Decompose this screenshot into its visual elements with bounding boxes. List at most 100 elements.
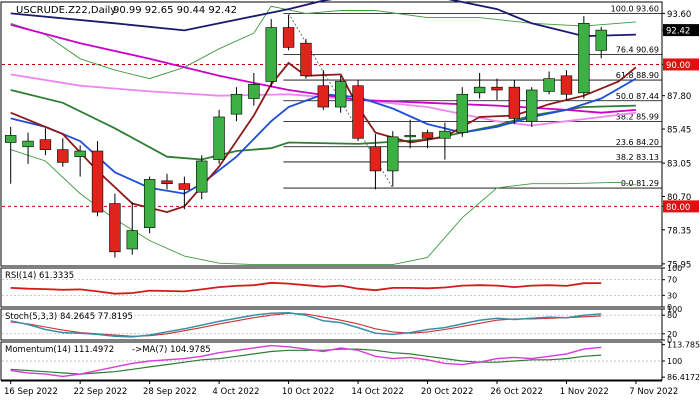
fib-level-label: 50.0 87.44 xyxy=(616,92,659,101)
candle-up xyxy=(578,22,590,94)
x-tick-label: 22 Sep 2022 xyxy=(73,387,127,397)
momentum-panel: 113.785 100 86.4172 Momentum(14) 111.4972 ->… xyxy=(0,341,700,382)
x-tick-label: 4 Oct 2022 xyxy=(212,387,259,397)
momentum-tick-label: 113.785 xyxy=(667,341,700,350)
rsi-frame xyxy=(0,267,663,308)
candle-down xyxy=(300,42,312,77)
price-tick-label: 75.95 xyxy=(667,260,691,270)
x-tick-label: 28 Sep 2022 xyxy=(143,387,197,397)
price-tick-label: 80.70 xyxy=(667,193,691,203)
candle-down xyxy=(57,149,69,163)
fib-level-label: 38.2 83.13 xyxy=(616,153,659,162)
ma-pink xyxy=(10,73,637,127)
momentum-line xyxy=(10,344,602,378)
candle-down xyxy=(178,183,191,190)
level-price-box xyxy=(663,58,699,71)
momentum-ma-label: ->MA(7) 104.9785 xyxy=(132,345,211,355)
candle-down xyxy=(491,86,503,91)
candle-up xyxy=(404,135,416,138)
stoch-frame xyxy=(0,308,663,341)
momentum-ma-line xyxy=(10,348,602,375)
candle-down xyxy=(421,132,434,139)
stoch-signal-line xyxy=(10,312,602,337)
price-tick-label: 93.60 xyxy=(667,10,691,20)
ma-navy xyxy=(10,0,636,38)
price-tick-label: 83.05 xyxy=(667,160,691,170)
candle-up xyxy=(456,93,468,133)
candle-down xyxy=(161,180,173,184)
price-tick-label: 87.80 xyxy=(667,92,691,102)
momentum-label: Momentum(14) 111.4972 xyxy=(5,345,114,355)
stoch-tick-label: 20 xyxy=(667,330,677,339)
candle-down xyxy=(282,27,295,48)
candle-up xyxy=(526,89,538,122)
candle-down xyxy=(109,203,121,253)
momentum-tick-label: 86.4172 xyxy=(667,373,700,382)
rsi-tick-label: 100 xyxy=(667,264,682,273)
candle-up xyxy=(473,86,486,94)
momentum-tick-label: 100 xyxy=(667,357,682,366)
fib-level-label: 100.0 93.60 xyxy=(611,4,659,13)
rsi-panel: 100 70 30 0 RSI(14) 61.3335 xyxy=(0,264,682,312)
fib-level-label: 0.0 81.29 xyxy=(621,179,659,188)
candle-up xyxy=(22,140,34,148)
level-price-label: 90.00 xyxy=(666,61,690,71)
candle-down xyxy=(91,150,104,213)
fib-level-label: 23.6 84.20 xyxy=(616,138,659,147)
x-tick-label: 14 Oct 2022 xyxy=(351,387,404,397)
candle-up xyxy=(543,78,555,92)
candle-down xyxy=(352,85,364,139)
candle-up xyxy=(334,81,347,108)
candle-up xyxy=(74,150,86,158)
level-price-box xyxy=(663,200,699,213)
price-frame xyxy=(0,1,663,267)
candle-up xyxy=(265,27,277,82)
fib-level-label: 61.8 88.90 xyxy=(616,71,659,80)
candle-up xyxy=(143,179,156,228)
ma-blue xyxy=(10,77,637,195)
fib-level-label: 38.2 85.99 xyxy=(616,112,659,121)
rsi-label: RSI(14) 61.3335 xyxy=(5,271,74,281)
candle-up xyxy=(5,135,17,143)
x-tick-label: 16 Sep 2022 xyxy=(4,387,58,397)
current-price-box xyxy=(663,24,699,37)
candle-up xyxy=(196,160,208,193)
fib-level-label: 76.4 90.69 xyxy=(616,46,659,55)
candle-down xyxy=(508,86,521,119)
candle-up xyxy=(595,29,607,51)
candle-up xyxy=(387,136,399,172)
candle-up xyxy=(213,116,225,160)
price-panel: 93.60 92.42 90.00 87.80 85.45 83.05 80.7080.00… xyxy=(0,0,699,270)
candle-down xyxy=(317,85,330,108)
candle-up xyxy=(230,93,243,115)
price-tick-label: 85.45 xyxy=(667,126,691,136)
rsi-tick-label: 30 xyxy=(667,291,677,300)
bollinger-lower xyxy=(10,149,636,266)
candle-up xyxy=(248,84,260,99)
level-price-label: 80.00 xyxy=(666,203,690,213)
bollinger-upper xyxy=(10,5,636,80)
current-price-label: 92.42 xyxy=(666,27,690,37)
ohlc-header: 90.99 92.65 90.44 92.42 xyxy=(113,5,237,16)
stoch-main-line xyxy=(10,311,602,338)
stoch-tick-label: 100 xyxy=(667,305,682,314)
stoch-tick-label: 0 xyxy=(667,336,672,345)
candle-down xyxy=(560,75,573,95)
candle-up xyxy=(439,130,451,139)
rsi-tick-label: 0 xyxy=(667,303,672,312)
x-tick-label: 1 Nov 2022 xyxy=(560,387,609,397)
stoch-tick-label: 80 xyxy=(667,311,677,320)
x-tick-label: 20 Oct 2022 xyxy=(421,387,474,397)
x-tick-label: 10 Oct 2022 xyxy=(282,387,335,397)
ma-green xyxy=(10,89,636,161)
chart-title: USCRUDE.Z22,Daily xyxy=(16,5,116,16)
rsi-line xyxy=(10,281,602,295)
candle-down xyxy=(39,139,52,150)
rsi-tick-label: 70 xyxy=(667,276,677,285)
stoch-label: Stoch(5,3,3) 84.2645 77.8195 xyxy=(5,312,133,322)
x-axis: 16 Sep 2022 22 Sep 2022 28 Sep 2022 4 Oct 2… xyxy=(1,380,678,397)
price-tick-label: 78.35 xyxy=(667,226,691,236)
